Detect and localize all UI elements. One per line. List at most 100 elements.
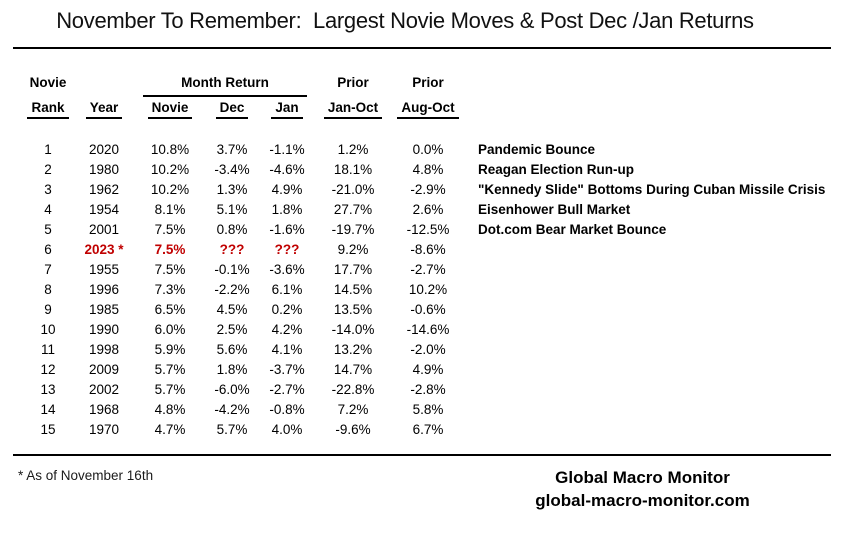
cell-spacer: [464, 140, 478, 160]
cell-rank: 10: [40, 322, 56, 337]
cell-dec: 4.5%: [216, 302, 248, 317]
cell-jan: -3.6%: [269, 262, 305, 277]
cell-jan_oct: -14.0%: [331, 322, 375, 337]
cell-spacer: [464, 220, 478, 240]
table-row: 13 2002 5.7% -6.0% -2.7% -22.8% -2.8%: [0, 380, 859, 400]
cell-dec: 2.5%: [216, 322, 248, 337]
table-row: 2 1980 10.2% -3.4% -4.6% 18.1% 4.8% Reagan Elec…: [0, 160, 859, 180]
cell-dec: 5.1%: [216, 202, 248, 217]
cell-aug_oct: -2.0%: [410, 342, 446, 357]
title-divider: [13, 47, 831, 49]
table-row: 7 1955 7.5% -0.1% -3.6% 17.7% -2.7%: [0, 260, 859, 280]
row-annotation: Pandemic Bounce: [478, 142, 596, 157]
cell-aug_oct: 10.2%: [408, 282, 448, 297]
cell-dec: -3.4%: [214, 162, 250, 177]
table-row: 11 1998 5.9% 5.6% 4.1% 13.2% -2.0%: [0, 340, 859, 360]
returns-table: Novie Month Return Prior Prior Rank Year…: [0, 74, 859, 440]
cell-novie: 4.7%: [154, 422, 186, 437]
footnote: * As of November 16th: [18, 468, 154, 483]
column-header-year: Year: [72, 99, 136, 119]
table-row: 10 1990 6.0% 2.5% 4.2% -14.0% -14.6%: [0, 320, 859, 340]
cell-year: 1968: [88, 402, 120, 417]
cell-aug_oct: -2.9%: [410, 182, 446, 197]
table-row: 3 1962 10.2% 1.3% 4.9% -21.0% -2.9% "Kennedy Sl…: [0, 180, 859, 200]
cell-aug_oct: 5.8%: [412, 402, 444, 417]
cell-jan: -1.1%: [269, 142, 305, 157]
cell-jan_oct: 14.5%: [333, 282, 373, 297]
cell-jan_oct: 17.7%: [333, 262, 373, 277]
cell-aug_oct: -14.6%: [406, 322, 450, 337]
cell-dec: 5.7%: [216, 422, 248, 437]
cell-year: 2023 *: [84, 242, 124, 257]
brand-site-url: global-macro-monitor.com: [535, 491, 750, 510]
month-return-label: Month Return: [143, 74, 307, 97]
cell-aug_oct: 0.0%: [412, 142, 444, 157]
table-row: 8 1996 7.3% -2.2% 6.1% 14.5% 10.2%: [0, 280, 859, 300]
cell-rank: 5: [44, 222, 52, 237]
cell-novie: 10.2%: [150, 182, 190, 197]
cell-jan: 4.9%: [271, 182, 303, 197]
cell-dec: -6.0%: [214, 382, 250, 397]
row-annotation: [478, 240, 859, 260]
row-annotation: [478, 420, 859, 440]
cell-aug_oct: 6.7%: [412, 422, 444, 437]
cell-jan_oct: 1.2%: [337, 142, 369, 157]
cell-novie: 10.2%: [150, 162, 190, 177]
cell-rank: 1: [44, 142, 52, 157]
table-row: 15 1970 4.7% 5.7% 4.0% -9.6% 6.7%: [0, 420, 859, 440]
cell-aug_oct: -0.6%: [410, 302, 446, 317]
cell-novie: 4.8%: [154, 402, 186, 417]
cell-aug_oct: 4.8%: [412, 162, 444, 177]
cell-spacer: [464, 400, 478, 420]
cell-aug_oct: 2.6%: [412, 202, 444, 217]
row-annotation: [478, 280, 859, 300]
cell-dec: -0.1%: [214, 262, 250, 277]
cell-jan: 0.2%: [271, 302, 303, 317]
row-annotation: [478, 360, 859, 380]
cell-rank: 13: [40, 382, 56, 397]
page-title: November To Remember: Largest Novie Move…: [56, 8, 754, 33]
cell-jan_oct: 18.1%: [333, 162, 373, 177]
cell-jan_oct: 14.7%: [333, 362, 373, 377]
cell-novie: 7.5%: [154, 242, 186, 257]
table-row: 9 1985 6.5% 4.5% 0.2% 13.5% -0.6%: [0, 300, 859, 320]
cell-rank: 9: [44, 302, 52, 317]
cell-year: 2009: [88, 362, 120, 377]
cell-year: 1985: [88, 302, 120, 317]
column-header-jan-oct: Jan-Oct: [314, 99, 392, 119]
footer-divider: [13, 454, 831, 456]
cell-spacer: [464, 320, 478, 340]
row-annotation: [478, 380, 859, 400]
column-header-novie: Novie: [136, 99, 204, 119]
cell-rank: 12: [40, 362, 56, 377]
table-rows: 1 2020 10.8% 3.7% -1.1% 1.2% 0.0% Pandemic Boun…: [0, 140, 859, 440]
cell-jan_oct: 7.2%: [337, 402, 369, 417]
cell-jan: -2.7%: [269, 382, 305, 397]
row-annotation: [478, 400, 859, 420]
cell-rank: 3: [44, 182, 52, 197]
cell-rank: 14: [40, 402, 56, 417]
row-annotation: [478, 340, 859, 360]
cell-year: 1954: [88, 202, 120, 217]
header-group-prior-jan: Prior: [337, 75, 369, 90]
cell-jan_oct: 13.5%: [333, 302, 373, 317]
cell-spacer: [464, 300, 478, 320]
cell-aug_oct: -12.5%: [406, 222, 450, 237]
cell-aug_oct: -8.6%: [410, 242, 446, 257]
row-annotation: [478, 300, 859, 320]
cell-novie: 5.7%: [154, 362, 186, 377]
cell-jan: 4.2%: [271, 322, 303, 337]
cell-year: 1970: [88, 422, 120, 437]
cell-rank: 8: [44, 282, 52, 297]
column-header-jan: Jan: [260, 99, 314, 119]
row-annotation: [478, 320, 859, 340]
row-annotation: Reagan Election Run-up: [478, 162, 635, 177]
cell-jan: -1.6%: [269, 222, 305, 237]
cell-jan_oct: 27.7%: [333, 202, 373, 217]
cell-year: 2020: [88, 142, 120, 157]
cell-dec: 1.3%: [216, 182, 248, 197]
cell-dec: 0.8%: [216, 222, 248, 237]
cell-jan: -0.8%: [269, 402, 305, 417]
cell-rank: 2: [44, 162, 52, 177]
brand-name: Global Macro Monitor: [555, 468, 730, 487]
